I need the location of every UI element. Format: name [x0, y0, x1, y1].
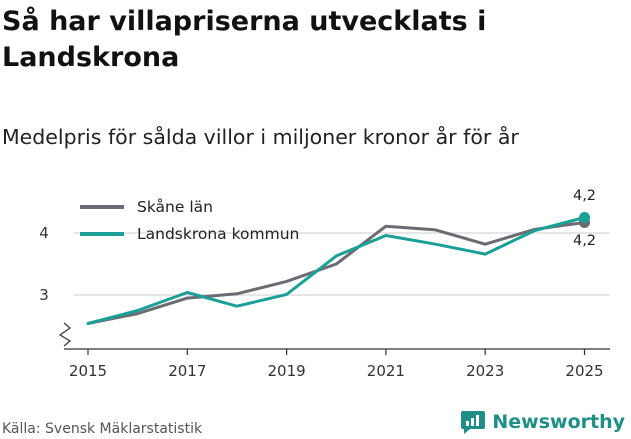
chart-title: Så har villapriserna utvecklats i Landsk… — [2, 6, 487, 73]
source-note: Källa: Svensk Mäklarstatistik — [2, 421, 203, 437]
data-label-skane: 4,2 — [573, 233, 596, 249]
axis-break-icon — [58, 322, 72, 347]
x-tick-label-2017: 2017 — [168, 362, 206, 380]
y-axis: 34 — [39, 224, 49, 304]
legend-label-0: Skåne län — [137, 198, 213, 216]
end-point-1 — [579, 212, 590, 223]
series-line-0 — [86, 221, 586, 325]
legend: Skåne län Landskrona kommun — [80, 198, 299, 243]
newsworthy-logo: Newsworthy — [460, 409, 625, 435]
data-labels: 4,2 4,2 — [573, 188, 596, 249]
x-axis — [58, 322, 610, 355]
x-tick-label-2019: 2019 — [268, 362, 306, 380]
chart-subtitle: Medelpris för sålda villor i miljoner kr… — [2, 125, 519, 149]
legend-label-1: Landskrona kommun — [137, 225, 299, 243]
x-tick-label-2015: 2015 — [69, 362, 107, 380]
x-tick-labels: 2015 2017 2019 2021 2023 2025 — [69, 362, 604, 380]
y-tick-label-4: 4 — [39, 224, 49, 242]
y-tick-label-3: 3 — [39, 286, 49, 304]
data-label-landskrona: 4,2 — [573, 188, 596, 204]
newsworthy-icon — [461, 411, 486, 434]
newsworthy-name: Newsworthy — [492, 411, 625, 433]
x-tick-label-2021: 2021 — [367, 362, 405, 380]
x-tick-label-2025: 2025 — [565, 362, 603, 380]
x-tick-label-2023: 2023 — [466, 362, 504, 380]
series-line-1 — [86, 216, 586, 325]
series-lines — [86, 216, 586, 325]
series-end-points — [579, 212, 590, 228]
